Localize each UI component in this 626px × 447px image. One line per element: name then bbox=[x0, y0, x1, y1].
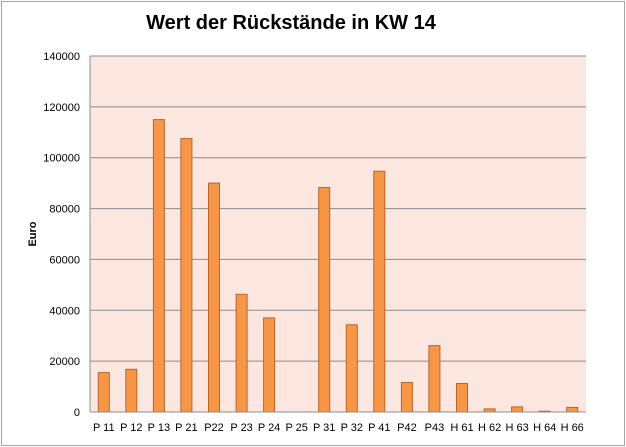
x-tick-label: H 66 bbox=[561, 422, 584, 434]
x-tick-label: H 63 bbox=[505, 422, 528, 434]
y-tick-label: 100000 bbox=[43, 153, 80, 165]
x-tick-label: P 31 bbox=[313, 422, 335, 434]
x-tick-label: P22 bbox=[204, 422, 224, 434]
x-tick-label: P 25 bbox=[285, 422, 307, 434]
y-tick-label: 80000 bbox=[49, 204, 80, 216]
bars bbox=[97, 119, 579, 413]
bar bbox=[152, 119, 165, 413]
bar bbox=[235, 293, 248, 413]
y-tick-label: 40000 bbox=[49, 305, 80, 317]
bar bbox=[318, 187, 331, 413]
bar bbox=[263, 317, 276, 413]
x-tick-label: P 41 bbox=[368, 422, 390, 434]
bar bbox=[428, 345, 441, 413]
x-tick-label: H 62 bbox=[478, 422, 501, 434]
bar bbox=[566, 406, 579, 413]
bar bbox=[456, 383, 468, 413]
x-tick-label: P 23 bbox=[230, 422, 252, 434]
y-tick-label: 60000 bbox=[49, 254, 80, 266]
bar bbox=[511, 406, 524, 413]
y-tick-label: 120000 bbox=[43, 102, 80, 114]
plot-area bbox=[90, 56, 586, 412]
x-tick-label: P43 bbox=[425, 422, 445, 434]
x-tick-label: H 64 bbox=[533, 422, 556, 434]
bar bbox=[345, 324, 358, 413]
x-tick-label: P 11 bbox=[93, 422, 115, 434]
y-tick-labels: 0 20000 40000 60000 80000 100000 120000 140000 bbox=[43, 51, 80, 419]
y-axis-label: Euro bbox=[27, 221, 39, 246]
bar bbox=[400, 382, 413, 413]
bar bbox=[180, 138, 193, 413]
y-tick-label: 0 bbox=[74, 407, 80, 419]
y-tick-label: 140000 bbox=[43, 51, 80, 63]
x-tick-label: P 32 bbox=[341, 422, 363, 434]
bar bbox=[125, 368, 138, 413]
chart-title: Wert der Rückstände in KW 14 bbox=[146, 12, 436, 34]
x-tick-label: P42 bbox=[397, 422, 417, 434]
gridlines bbox=[90, 55, 586, 362]
x-tick-label: P 24 bbox=[258, 422, 280, 434]
x-tick-label: P 12 bbox=[120, 422, 142, 434]
x-tick-label: H 61 bbox=[450, 422, 473, 434]
bar bbox=[208, 182, 220, 413]
x-tick-labels: P 11 P 12 P 13 P 21 P22 P 23 P 24 P 25 P 31 P 32 P… bbox=[93, 422, 584, 434]
x-tick-label: P 13 bbox=[148, 422, 170, 434]
x-tick-label: P 21 bbox=[175, 422, 197, 434]
y-tick-label: 20000 bbox=[49, 356, 80, 368]
bar bbox=[373, 170, 386, 413]
bar bbox=[97, 372, 110, 413]
